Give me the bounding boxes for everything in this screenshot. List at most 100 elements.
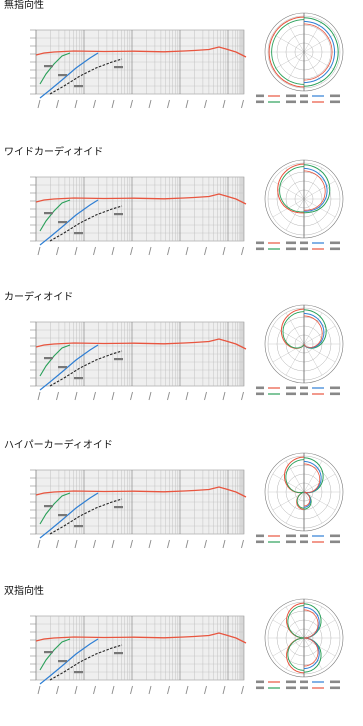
polar-spoke xyxy=(303,312,323,345)
polar-spoke xyxy=(272,325,305,345)
x-tick xyxy=(148,685,152,695)
x-tick xyxy=(130,539,133,549)
section-title: 無指向性 xyxy=(4,0,44,11)
polar-pattern-graph xyxy=(256,12,344,104)
legend-label-mark xyxy=(330,94,340,98)
x-tick xyxy=(167,391,170,401)
polar-curve-right xyxy=(303,17,339,87)
curve-label-mark xyxy=(44,651,53,654)
x-tick xyxy=(37,99,41,109)
legend-label-mark xyxy=(300,392,308,396)
legend-label-mark xyxy=(286,540,296,544)
polar-curve-right xyxy=(303,164,331,214)
polar-spoke xyxy=(303,637,336,657)
black-proximity-curve xyxy=(49,498,123,535)
legend-label-mark xyxy=(256,540,264,544)
frequency-response-graph xyxy=(30,469,247,549)
section-title: カーディオイド xyxy=(4,292,74,303)
polar-spoke xyxy=(303,51,336,71)
polar-pattern-graph xyxy=(256,598,344,690)
polar-spoke xyxy=(285,491,305,524)
legend-label-mark xyxy=(330,100,340,104)
x-tick xyxy=(111,685,115,695)
legend-label-mark xyxy=(300,680,308,684)
x-tick xyxy=(74,246,78,256)
polar-spoke xyxy=(285,51,305,84)
x-tick xyxy=(56,391,59,401)
x-tick xyxy=(222,685,226,695)
x-tick xyxy=(56,539,59,549)
legend-label-mark xyxy=(256,680,264,684)
polar-spoke xyxy=(303,167,323,200)
legend-label-mark xyxy=(256,534,264,538)
curve-label-mark xyxy=(74,671,83,674)
legend-label-mark xyxy=(300,540,308,544)
x-tick xyxy=(204,685,207,695)
legend-label-mark xyxy=(330,392,340,396)
polar-spoke xyxy=(285,198,305,231)
x-tick xyxy=(241,391,244,401)
legend-label-mark xyxy=(286,386,296,390)
polar-spoke xyxy=(285,20,305,53)
x-tick xyxy=(130,391,133,401)
section-title: ワイドカーディオイド xyxy=(4,147,104,158)
polar-curve-left xyxy=(277,163,305,214)
legend-label-mark xyxy=(330,247,340,251)
legend-label-mark xyxy=(286,534,296,538)
legend-label-mark xyxy=(256,386,264,390)
legend-label-mark xyxy=(300,241,308,245)
frequency-response-line xyxy=(35,486,247,498)
polar-spoke xyxy=(303,198,323,231)
curve-label-mark xyxy=(114,506,123,509)
green-proximity-curve xyxy=(39,492,71,525)
x-tick xyxy=(204,246,207,256)
x-tick xyxy=(93,539,96,549)
blue-proximity-curve xyxy=(39,199,99,246)
polar-curve-right-3 xyxy=(303,170,326,211)
x-tick xyxy=(148,246,152,256)
polar-spoke xyxy=(303,343,336,363)
legend-label-mark xyxy=(330,686,340,690)
green-proximity-curve xyxy=(39,199,71,232)
polar-curve-left-2 xyxy=(285,459,305,509)
legend-label-mark xyxy=(286,100,296,104)
polar-spoke xyxy=(285,343,305,376)
curve-label-mark xyxy=(58,74,67,77)
curve-label-mark xyxy=(114,358,123,361)
polar-spoke xyxy=(272,33,305,53)
legend-label-mark xyxy=(330,386,340,390)
polar-spoke xyxy=(303,619,336,639)
polar-spoke xyxy=(303,33,336,53)
blue-proximity-curve xyxy=(39,492,99,539)
curve-label-mark xyxy=(58,221,67,224)
polar-curve-right-3 xyxy=(303,315,323,348)
legend-label-mark xyxy=(330,540,340,544)
x-tick xyxy=(241,539,244,549)
frequency-response-line xyxy=(35,46,247,58)
curve-label-mark xyxy=(44,65,53,68)
x-tick xyxy=(74,539,78,549)
x-tick xyxy=(130,685,133,695)
black-proximity-curve xyxy=(49,58,123,95)
curve-label-mark xyxy=(44,505,53,508)
x-tick xyxy=(148,391,152,401)
legend-label-mark xyxy=(286,680,296,684)
curve-label-mark xyxy=(114,213,123,216)
legend-label-mark xyxy=(300,247,308,251)
x-tick xyxy=(185,539,189,549)
polar-spoke xyxy=(303,460,323,493)
legend-label-mark xyxy=(330,534,340,538)
curve-label-mark xyxy=(44,212,53,215)
curve-label-mark xyxy=(114,652,123,655)
x-tick xyxy=(241,246,244,256)
legend-label-mark xyxy=(300,94,308,98)
polar-pattern-graph xyxy=(256,159,344,251)
x-tick xyxy=(241,99,244,109)
green-proximity-curve xyxy=(39,52,71,85)
polar-spoke xyxy=(272,473,305,493)
section-title: ハイパーカーディオイド xyxy=(4,440,113,451)
legend-label-mark xyxy=(286,686,296,690)
polar-curve-left xyxy=(268,16,305,88)
polar-pattern-graph xyxy=(256,304,344,396)
polar-curve-right-2 xyxy=(303,20,336,84)
